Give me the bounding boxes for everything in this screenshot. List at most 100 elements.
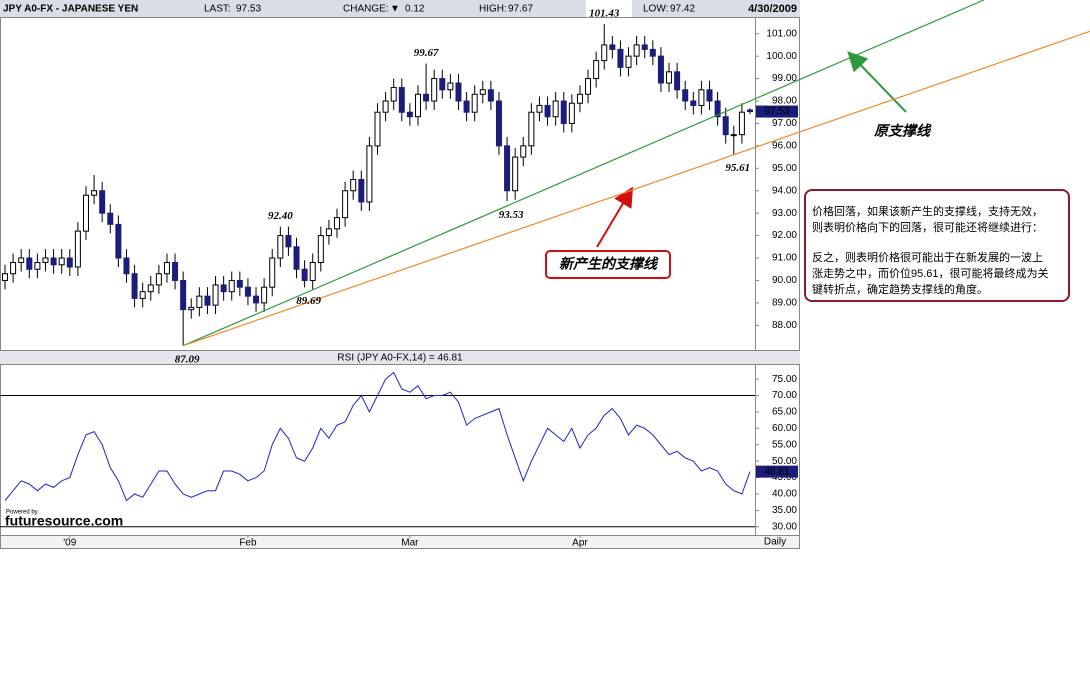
annotation: 92.40 bbox=[268, 210, 293, 222]
candle-body bbox=[674, 71, 681, 91]
x-axis bbox=[0, 535, 800, 549]
last-label: LAST: bbox=[204, 4, 231, 15]
y-tick-label: 94.00 bbox=[772, 185, 797, 196]
candle-body bbox=[131, 273, 138, 299]
candle-body bbox=[463, 100, 470, 113]
candle-body bbox=[115, 223, 122, 259]
annotation: 95.61 bbox=[725, 162, 750, 174]
candle-body bbox=[334, 217, 341, 230]
candle-body bbox=[58, 257, 65, 266]
watermark-powered: Powered by bbox=[6, 510, 38, 516]
candle-body bbox=[342, 190, 349, 219]
candle-body bbox=[139, 291, 146, 299]
candle-body bbox=[309, 262, 316, 281]
y-tick-label: 100.00 bbox=[766, 51, 797, 62]
candle-body bbox=[609, 44, 616, 50]
candle-body bbox=[244, 286, 251, 297]
candle-body bbox=[617, 48, 624, 68]
candle-body bbox=[188, 306, 195, 311]
annotation: 101.43 bbox=[589, 8, 620, 20]
x-tick-label: Feb bbox=[239, 538, 257, 549]
candle-body bbox=[585, 78, 592, 95]
callout-box bbox=[545, 250, 671, 279]
candle-body bbox=[544, 104, 551, 118]
candle-body bbox=[568, 102, 575, 124]
rsi-title: RSI (JPY A0-FX,14) = 46.81 bbox=[337, 353, 463, 364]
annotation: 87.09 bbox=[175, 353, 200, 365]
candle-body bbox=[649, 48, 656, 57]
candle-body bbox=[536, 104, 543, 113]
candle-body bbox=[155, 273, 162, 286]
candle-body bbox=[690, 100, 697, 106]
candle-body bbox=[382, 100, 389, 113]
candle-body bbox=[317, 235, 324, 264]
y-tick-label: 95.00 bbox=[772, 163, 797, 174]
y-tick-label: 89.00 bbox=[772, 298, 797, 309]
candle-body bbox=[666, 71, 673, 84]
change-arrow: ▼ bbox=[390, 4, 400, 15]
candle-body bbox=[439, 78, 446, 91]
candle-body bbox=[269, 257, 276, 288]
callout: 原支撑线 bbox=[873, 123, 932, 139]
y-tick-label: 60.00 bbox=[772, 423, 797, 434]
y-tick-label: 40.00 bbox=[772, 489, 797, 500]
candle-body bbox=[293, 246, 300, 270]
candle-body bbox=[212, 284, 219, 306]
candle-body bbox=[487, 89, 494, 102]
y-tick-label: 91.00 bbox=[772, 253, 797, 264]
high: 97.67 bbox=[508, 4, 533, 15]
last-price: 97.53 bbox=[764, 106, 789, 117]
candle-body bbox=[350, 179, 357, 192]
candle-body bbox=[730, 134, 737, 137]
candle-body bbox=[261, 286, 268, 304]
y-tick-label: 50.00 bbox=[772, 456, 797, 467]
candle-body bbox=[625, 55, 632, 68]
candle-body bbox=[455, 82, 462, 102]
candle-body bbox=[560, 100, 567, 124]
y-tick-label: 45.00 bbox=[772, 472, 797, 483]
candle-body bbox=[601, 44, 608, 62]
note-box bbox=[804, 189, 1070, 302]
high-label: HIGH: bbox=[479, 4, 507, 15]
y-tick-label: 88.00 bbox=[772, 320, 797, 331]
symbol: JPY A0-FX - JAPANESE YEN bbox=[3, 4, 138, 15]
low-label: LOW: bbox=[643, 4, 668, 15]
annotation: 89.69 bbox=[296, 295, 321, 307]
candle-body bbox=[42, 257, 49, 264]
candle-body bbox=[552, 100, 559, 118]
last: 97.53 bbox=[236, 4, 261, 15]
date: 4/30/2009 bbox=[748, 3, 797, 15]
y-tick-label: 97.00 bbox=[772, 118, 797, 129]
rsi-last: 46.81 bbox=[764, 466, 789, 477]
candle-body bbox=[163, 262, 170, 275]
candle-body bbox=[706, 89, 713, 102]
change-label: CHANGE: bbox=[343, 4, 389, 15]
candle-body bbox=[107, 212, 114, 225]
candle-body bbox=[714, 100, 721, 118]
candle-body bbox=[34, 262, 41, 270]
last-price-box bbox=[756, 105, 798, 118]
candle-body bbox=[147, 284, 154, 293]
candle-body bbox=[504, 145, 511, 192]
x-tick-label: Mar bbox=[401, 538, 419, 549]
candle-body bbox=[423, 93, 430, 102]
rsi-panel bbox=[0, 364, 756, 536]
y-tick-label: 75.00 bbox=[772, 374, 797, 385]
candle-body bbox=[180, 279, 187, 311]
candle-body bbox=[471, 93, 478, 113]
candle-body bbox=[26, 257, 33, 270]
note-line: 键转折点，确定趋势支撑线的角度。 bbox=[812, 282, 988, 296]
candle-body bbox=[414, 93, 421, 118]
candle-body bbox=[50, 257, 57, 266]
y-tick-label: 70.00 bbox=[772, 390, 797, 401]
candle-body bbox=[633, 44, 640, 57]
candle-body bbox=[479, 89, 486, 95]
candle-body bbox=[657, 55, 664, 84]
candle-body bbox=[747, 109, 753, 113]
y-tick-label: 35.00 bbox=[772, 505, 797, 516]
callout: 新产生的支撑线 bbox=[559, 256, 659, 272]
y-tick-label: 30.00 bbox=[772, 521, 797, 532]
note: 价格回落，如果该新产生的支撑线，支持无效， 则表明价格向下的回落，很可能还将继续进… bbox=[812, 204, 1049, 296]
candle-body bbox=[698, 89, 705, 106]
